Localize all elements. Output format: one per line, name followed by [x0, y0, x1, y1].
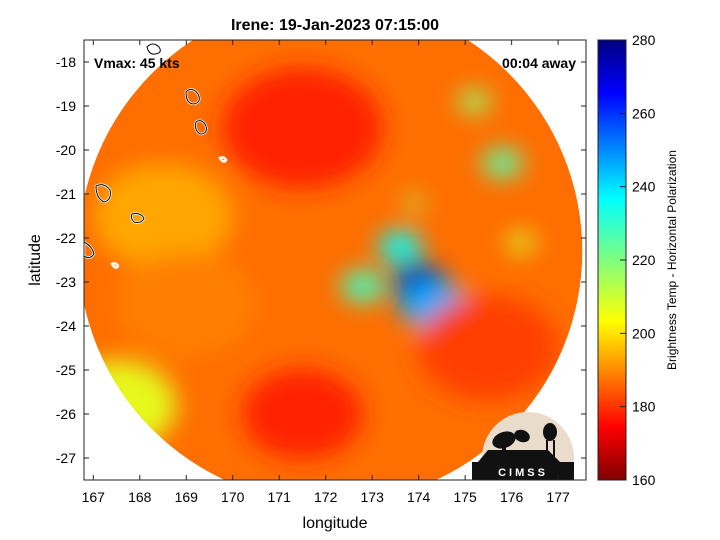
- brightness-feature: [242, 369, 363, 459]
- y-tick-label: -27: [56, 450, 76, 466]
- y-axis: -18 -19 -20 -21 -22 -23 -24 -25 -26 -27: [56, 54, 586, 466]
- brightness-feature: [116, 251, 257, 357]
- brightness-feature: [404, 195, 425, 211]
- cimss-logo: CIMSS: [472, 412, 574, 480]
- colorbar-tick-label: 200: [632, 325, 656, 341]
- y-tick-label: -21: [56, 186, 76, 202]
- x-tick-label: 171: [268, 489, 292, 505]
- brightness-feature: [378, 230, 423, 264]
- island-contour: [218, 156, 228, 163]
- x-tick-label: 169: [175, 489, 199, 505]
- colorbar-ticks: 160 180 200 220 240 260 280: [620, 32, 656, 488]
- y-axis-label: latitude: [27, 234, 44, 286]
- plot-frame: [83, 39, 587, 481]
- x-axis-label: longitude: [303, 515, 368, 532]
- colorbar-tick-label: 240: [632, 179, 656, 195]
- y-tick-label: -26: [56, 406, 76, 422]
- x-axis: 167 168 169 170 171 172 173 174 175 176 177: [82, 40, 570, 505]
- y-tick-label: -19: [56, 98, 76, 114]
- colorbar-tick-label: 260: [632, 105, 656, 121]
- y-tick-label: -20: [56, 142, 76, 158]
- logo-text: CIMSS: [498, 467, 548, 479]
- y-tick-label: -25: [56, 362, 76, 378]
- x-tick-label: 172: [314, 489, 338, 505]
- brightness-feature: [418, 295, 559, 401]
- x-tick-label: 168: [128, 489, 152, 505]
- island-contour: [110, 262, 120, 269]
- vmax-annotation: Vmax: 45 kts: [94, 55, 180, 71]
- x-tick-label: 174: [407, 489, 431, 505]
- brightness-feature: [482, 148, 523, 179]
- time-offset-annotation: 00:04 away: [502, 55, 576, 71]
- x-tick-label: 175: [453, 489, 477, 505]
- x-tick-label: 177: [546, 489, 570, 505]
- chart-title: Irene: 19-Jan-2023 07:15:00: [231, 17, 439, 34]
- colorbar-label: Brightness Temp - Horizontal Polarizatio…: [665, 150, 679, 370]
- island-contour: [570, 49, 584, 62]
- brightness-feature: [506, 231, 535, 253]
- x-tick-label: 170: [221, 489, 245, 505]
- brightness-feature: [222, 68, 383, 188]
- y-tick-label: -23: [56, 274, 76, 290]
- colorbar-tick-label: 160: [632, 472, 656, 488]
- y-tick-label: -22: [56, 230, 76, 246]
- brightness-feature: [340, 269, 385, 303]
- y-tick-label: -18: [56, 54, 76, 70]
- brightness-feature: [458, 89, 491, 114]
- brightness-feature: [93, 163, 234, 269]
- colorbar-tick-label: 280: [632, 32, 656, 48]
- x-tick-label: 167: [82, 489, 106, 505]
- x-tick-label: 176: [500, 489, 524, 505]
- colorbar-tick-label: 220: [632, 252, 656, 268]
- x-tick-label: 173: [361, 489, 385, 505]
- y-tick-label: -24: [56, 318, 76, 334]
- colorbar-tick-label: 180: [632, 399, 656, 415]
